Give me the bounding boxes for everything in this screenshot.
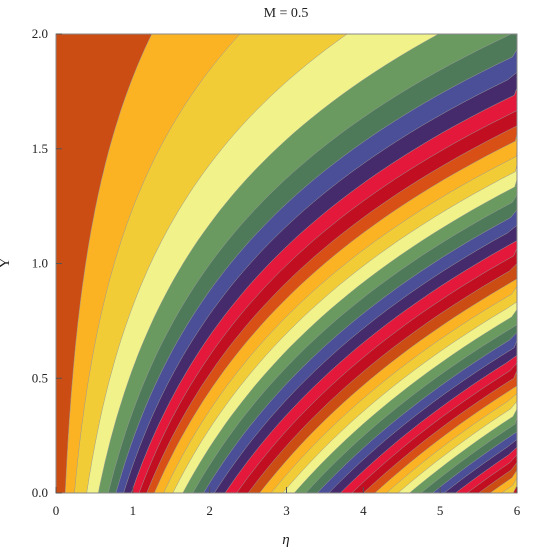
x-tick-label: 6 <box>514 503 521 518</box>
x-tick-label: 2 <box>206 503 213 518</box>
y-axis-ticks: 0.0 0.5 1.0 1.5 2.0 <box>32 26 62 500</box>
x-axis-ticks: 0 1 2 3 4 5 6 <box>53 487 521 518</box>
x-tick-label: 1 <box>130 503 137 518</box>
x-tick-label: 3 <box>283 503 290 518</box>
y-tick-label: 1.5 <box>32 141 48 156</box>
y-tick-label: 0.5 <box>32 370 48 385</box>
x-tick-label: 5 <box>437 503 444 518</box>
y-tick-label: 0.0 <box>32 485 48 500</box>
y-axis-title: Y <box>0 257 13 268</box>
x-tick-label: 4 <box>360 503 367 518</box>
chart-title: M = 0.5 <box>264 6 309 21</box>
x-tick-label: 0 <box>53 503 60 518</box>
contour-band-1 <box>55 33 153 494</box>
y-tick-label: 1.0 <box>32 256 48 271</box>
x-axis-title: η <box>282 532 289 548</box>
y-tick-label: 2.0 <box>32 26 48 41</box>
plot-area <box>55 33 518 494</box>
